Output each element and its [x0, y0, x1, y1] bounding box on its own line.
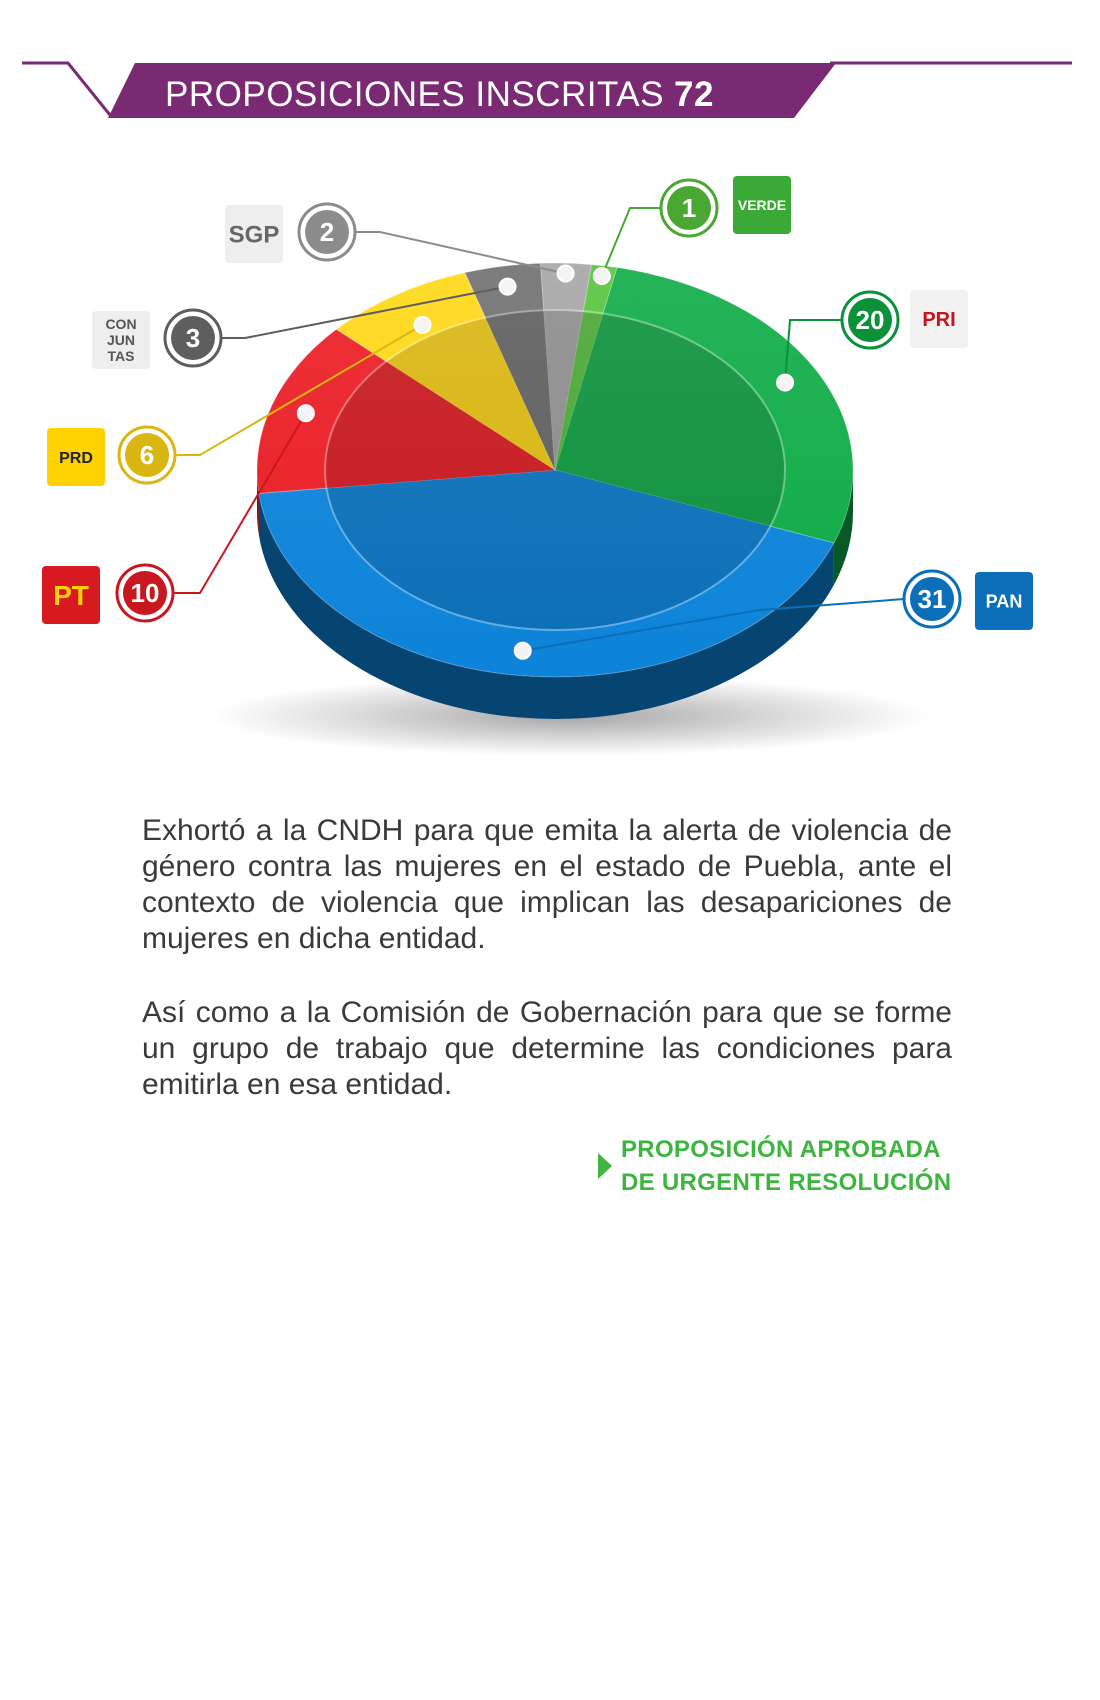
badge-fill-pri: [848, 298, 892, 342]
party-logo-pt: PT: [42, 566, 100, 624]
page-title: PROPOSICIONES INSCRITAS 72: [165, 75, 714, 114]
callout-line-prd: [175, 324, 424, 456]
description-paragraph-1: Exhortó a la CNDH para que emita la aler…: [142, 814, 952, 955]
party-logo-text-prd: PRD: [59, 450, 93, 467]
badge-fill-pan: [910, 577, 954, 621]
party-logo-text-conjuntas: CON: [105, 316, 136, 332]
callout-verde: 1 VERDE: [592, 176, 791, 286]
badge-value-verde: 1: [682, 193, 696, 223]
party-logo-text-conjuntas: TAS: [108, 348, 135, 364]
badge-fill-sgp: [305, 210, 349, 254]
party-logo-verde: VERDE: [733, 176, 791, 234]
callout-pan: 31 PAN: [513, 569, 1033, 660]
callout-line-pri: [784, 319, 842, 383]
header-band: [22, 61, 1072, 118]
party-logo-text-pt: PT: [53, 580, 89, 611]
status-label: PROPOSICIÓN APROBADA DE URGENTE RESOLUCI…: [621, 1133, 981, 1199]
party-logo-bg-prd: [47, 428, 105, 486]
callout-prd: 6 PRD: [47, 315, 432, 486]
pie-side-pri: [833, 470, 853, 585]
badge-value-pan: 31: [918, 584, 947, 614]
callout-sgp: 2 SGP: [225, 202, 575, 283]
badge-fill-pt: [123, 571, 167, 615]
callout-dot-verde: [592, 267, 611, 286]
party-logo-bg-verde: [733, 176, 791, 234]
callout-dot-conjuntas: [498, 277, 517, 296]
badge-value-prd: 6: [140, 440, 154, 470]
party-logo-bg-pt: [42, 566, 100, 624]
status-line-1: PROPOSICIÓN APROBADA: [621, 1136, 941, 1163]
callout-dot-pt: [296, 404, 315, 423]
party-logo-pan: PAN: [975, 572, 1033, 630]
party-logo-text-verde: VERDE: [738, 197, 786, 213]
callout-line-pan: [522, 598, 905, 652]
badge-fill-conjuntas: [171, 316, 215, 360]
callout-pt: 10 PT: [42, 404, 315, 624]
header-rule: [22, 61, 112, 116]
callout-dot-pri: [776, 373, 795, 392]
description-paragraph-2: Así como a la Comisión de Gobernación pa…: [142, 996, 952, 1101]
badge-value-pt: 10: [131, 578, 160, 608]
pie-gloss: [257, 263, 853, 677]
party-logo-text-pan: PAN: [986, 591, 1023, 611]
header-banner: [108, 63, 836, 118]
party-logo-bg-pan: [975, 572, 1033, 630]
badge-value-pri: 20: [856, 305, 885, 335]
party-logo-pri: PRI: [910, 290, 968, 348]
status-line-2: DE URGENTE RESOLUCIÓN: [621, 1169, 952, 1196]
callout-line-pt: [173, 412, 307, 594]
party-logo-bg-pri: [910, 290, 968, 348]
callout-pri: 20 PRI: [776, 290, 968, 392]
party-logo-text-sgp: SGP: [229, 222, 280, 249]
badge-value-conjuntas: 3: [186, 323, 200, 353]
callout-line-sgp: [355, 231, 566, 275]
badge-fill-prd: [125, 433, 169, 477]
pie-side: [257, 470, 853, 720]
callout-dot-pan: [513, 641, 532, 660]
party-logo-bg-sgp: [225, 205, 283, 263]
callout-line-verde: [600, 207, 661, 277]
party-logo-bg-conjuntas: [92, 311, 150, 369]
pie-side-pan: [258, 493, 834, 720]
callout-dot-prd: [413, 315, 432, 334]
party-logo-sgp: SGP: [225, 205, 283, 263]
total-count: 72: [674, 75, 714, 114]
pie-side-pt: [257, 470, 259, 536]
party-logo-prd: PRD: [47, 428, 105, 486]
badge-value-sgp: 2: [320, 217, 334, 247]
party-logo-text-conjuntas: JUN: [107, 332, 135, 348]
party-logo-text-pri: PRI: [922, 309, 955, 331]
badge-fill-verde: [667, 186, 711, 230]
callout-line-conjuntas: [221, 285, 508, 339]
callout-dot-sgp: [556, 264, 575, 283]
status-arrow-icon: [598, 1153, 612, 1179]
